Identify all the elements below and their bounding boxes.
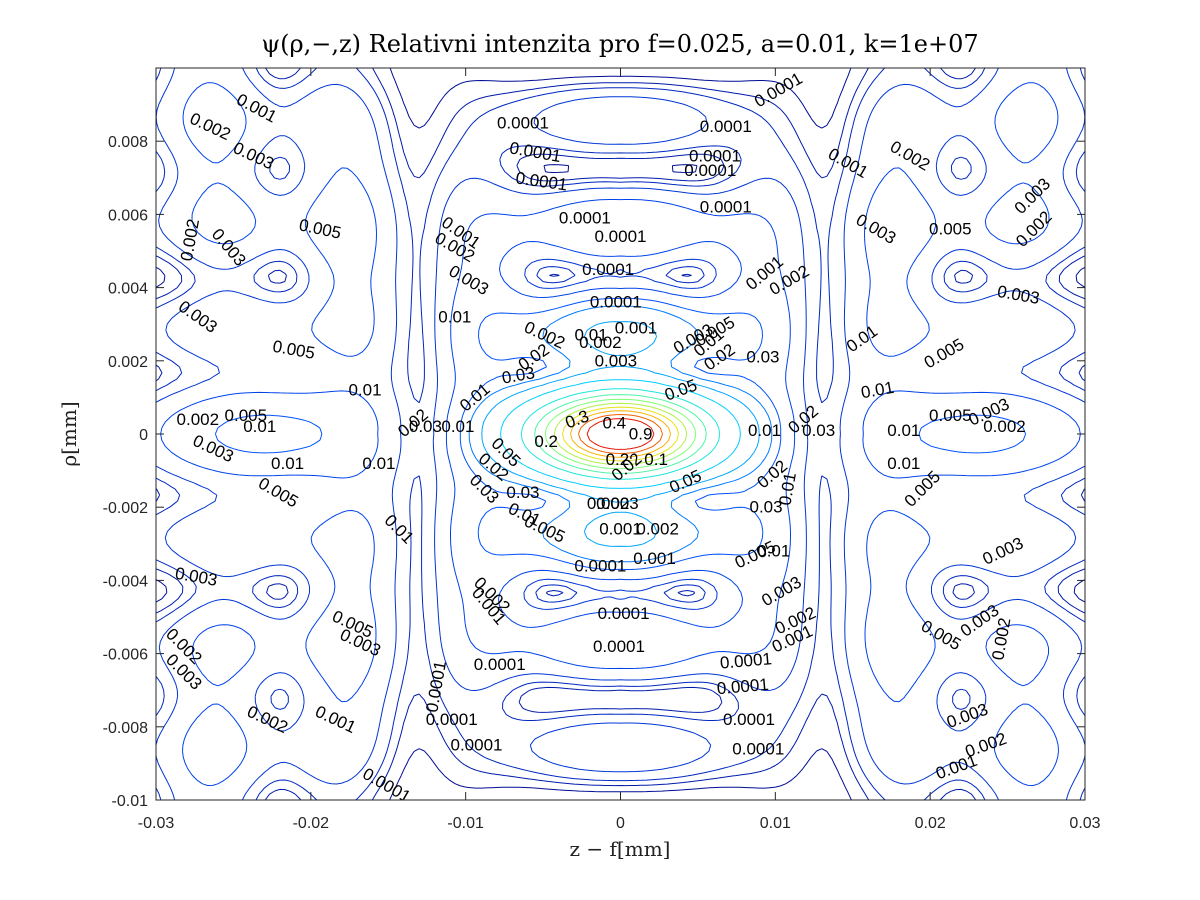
y-tick-label: -0.01 [112, 793, 149, 810]
x-tick-label: -0.01 [447, 815, 484, 832]
contour-level-0.001 [156, 68, 1085, 800]
contour-label: 0.01 [757, 542, 790, 561]
contour-label: 0.0001 [451, 736, 503, 755]
contour-label: 0.0001 [689, 146, 741, 165]
contour-level-0.02 [214, 297, 1027, 570]
contour-level-0.8 [578, 414, 663, 454]
contour-label: 0.0001 [593, 637, 645, 656]
contour-label: 0.1 [644, 450, 668, 469]
contour-level-0.05 [481, 321, 760, 547]
contour-label: 0.01 [441, 417, 474, 436]
contour-label: 0.005 [225, 406, 268, 425]
contour-lines [156, 68, 1085, 800]
y-axis-label: ρ[mm] [57, 401, 81, 466]
contour-label: 0.2 [606, 450, 630, 469]
x-tick-label: 0.01 [760, 815, 791, 832]
y-tick-label: -0.002 [103, 500, 148, 517]
contour-label: 0.002 [983, 417, 1026, 436]
contour-label: 0.03 [802, 421, 835, 440]
y-tick-label: 0.006 [108, 207, 148, 224]
contour-label: 0.003 [596, 494, 639, 513]
x-axis-label: z − f[mm] [570, 837, 671, 861]
contour-label: 0.01 [362, 454, 395, 473]
contour-level-0.9 [586, 418, 655, 450]
contour-label: 0.0001 [716, 675, 769, 698]
x-tick-label: -0.03 [138, 815, 175, 832]
contour-label: 0.03 [409, 417, 442, 436]
y-tick-label: 0.008 [108, 134, 148, 151]
contour-level-0.4 [544, 398, 697, 470]
contour-level-0.03 [468, 305, 773, 563]
y-tick-label: 0.002 [108, 354, 148, 371]
contour-label: 0.2 [534, 432, 558, 451]
y-tick-label: -0.006 [103, 647, 148, 664]
contour-label: 0.0001 [723, 710, 775, 729]
contour-label: 0.01 [438, 307, 471, 326]
chart-title: ψ(ρ,−,z) Relativni intenzita pro f=0.025… [261, 30, 978, 58]
contour-label: 0.01 [243, 417, 276, 436]
x-tick-label: 0 [616, 815, 625, 832]
y-tick-label: -0.008 [103, 720, 148, 737]
y-tick-label: 0.004 [108, 281, 148, 298]
contour-label: 0.0001 [732, 739, 784, 758]
contour-label: 0.9 [629, 425, 653, 444]
contour-label: 0.01 [271, 454, 304, 473]
y-axis-ticks: -0.01 -0.008 -0.006 -0.004 -0.002 0 0.002 0.004… [103, 134, 1085, 810]
contour-level-0.002 [156, 68, 1085, 800]
contour-label: 0.002 [587, 494, 630, 513]
contour-label: 0.0001 [700, 198, 752, 217]
contour-label: 0.0001 [559, 209, 611, 228]
contour-level-0.1 [500, 379, 741, 489]
contour-label: 0.01 [887, 454, 920, 473]
contour-level-0.003 [156, 68, 1085, 800]
contour-label: 0.002 [636, 520, 679, 539]
y-tick-label: -0.004 [103, 573, 148, 590]
plot-area [156, 68, 1085, 800]
contour-label: 0.002 [177, 410, 220, 429]
x-tick-label: 0.02 [915, 815, 946, 832]
contour-label: 0.01 [348, 381, 381, 400]
contour-label: 0.0001 [684, 161, 736, 180]
contour-label: 0.0001 [426, 710, 478, 729]
contour-label: 0.003 [595, 351, 638, 370]
contour-label: 0.03 [749, 498, 782, 517]
contour-level-0.2 [520, 388, 721, 480]
contour-label: 0.0001 [595, 227, 647, 246]
x-axis-ticks: -0.03 -0.02 -0.01 0 0.01 0.02 0.03 [138, 68, 1101, 832]
x-tick-label: -0.02 [293, 815, 330, 832]
x-tick-label: 0.03 [1069, 815, 1100, 832]
contour-label: 0.0001 [474, 655, 526, 674]
contour-level-0.005 [156, 68, 1085, 800]
y-tick-label: 0 [139, 427, 148, 444]
contour-level-0.6 [562, 406, 679, 462]
contour-label: 0.01 [887, 421, 920, 440]
contour-label: 0.4 [602, 414, 626, 433]
contour-level-0.5 [553, 402, 688, 466]
contour-label: 0.0001 [700, 117, 752, 136]
contour-label: 0.01 [575, 326, 608, 345]
contour-level-0.7 [570, 410, 671, 458]
contour-label: 0.0001 [598, 604, 650, 623]
contour-label: 0.0001 [574, 556, 626, 575]
contour-label: 0.001 [599, 520, 642, 539]
contour-label: 0.0001 [497, 113, 549, 132]
contour-label: 0.0001 [590, 293, 642, 312]
contour-label: 0.0001 [582, 260, 634, 279]
contour-label: 0.002 [579, 333, 622, 352]
contour-label: 0.001 [633, 549, 676, 568]
contour-label: 0.03 [506, 483, 539, 502]
contour-label: 0.0001 [719, 649, 772, 672]
contour-level-0.3 [534, 394, 707, 474]
contour-label: 0.005 [929, 220, 972, 239]
contour-label: 0.001 [615, 318, 658, 337]
contour-label: 0.005 [929, 406, 972, 425]
contour-label: 0.01 [748, 421, 781, 440]
contour-level-0.01 [160, 82, 1081, 786]
contour-label: 0.03 [746, 348, 779, 367]
